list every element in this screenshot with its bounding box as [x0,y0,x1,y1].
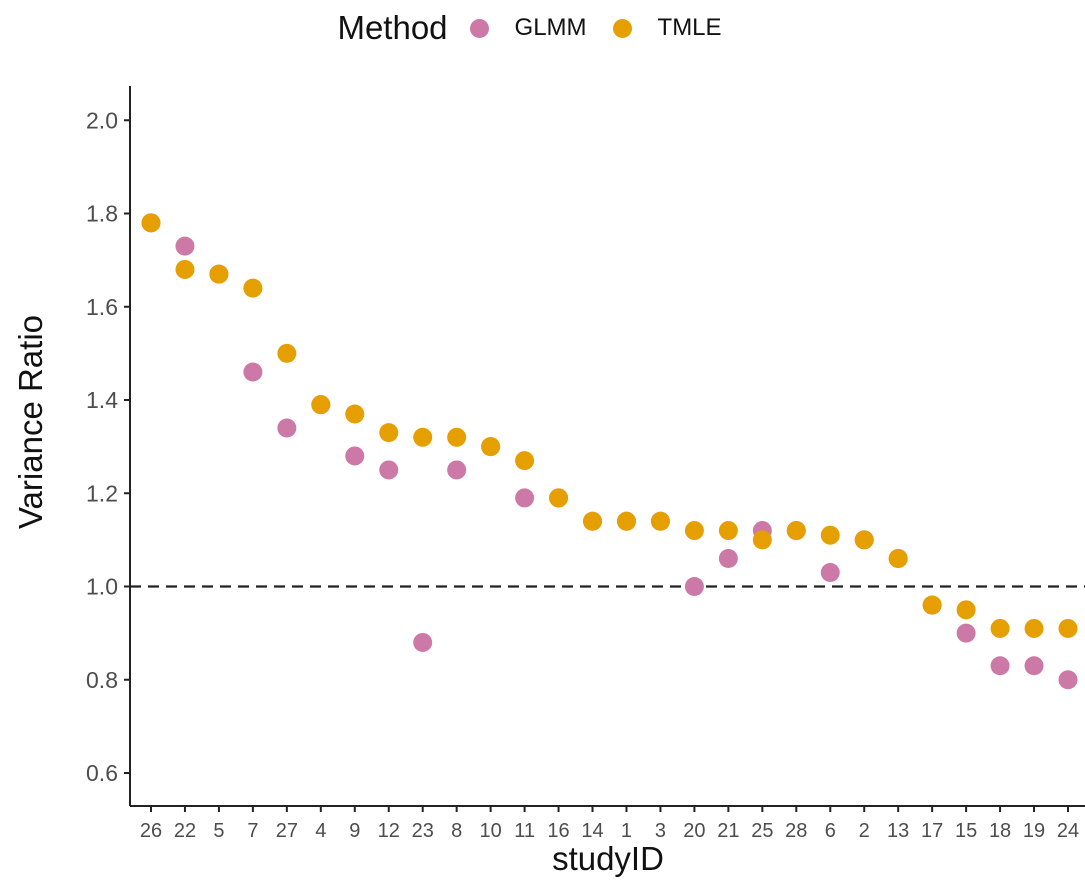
point-glmm [820,563,840,583]
x-axis-ticks: 26 22 5 7 27 4 9 12 23 8 10 11 16 14 1 3 20 21 25 28 6 2 13 17 1… [140,806,1079,842]
point-glmm [175,236,195,256]
x-tick-label: 24 [1057,820,1079,842]
point-tmle [956,600,976,620]
point-tmle [277,343,297,363]
point-glmm [243,362,263,382]
point-tmle [447,427,467,447]
point-tmle [922,595,942,615]
point-glmm [345,446,365,466]
y-tick-label: 1.0 [86,574,118,600]
point-tmle [990,618,1010,638]
point-tmle [616,511,636,531]
point-glmm [277,418,297,438]
legend: Method GLMM TMLE [0,6,1085,50]
point-glmm [413,632,433,652]
point-tmle [481,437,501,457]
point-glmm [684,577,704,596]
legend-label-glmm: GLMM [514,14,587,41]
x-tick-label: 17 [921,820,943,842]
point-glmm [990,656,1010,676]
y-axis-title: Variance Ratio [12,315,49,529]
point-glmm [718,549,738,569]
legend-item-tmle: TMLE [612,14,722,42]
x-tick-label: 2 [859,820,870,842]
y-tick-label: 1.2 [86,480,118,506]
legend-label-tmle: TMLE [657,14,722,41]
x-tick-label: 27 [276,820,298,842]
point-tmle [786,521,806,541]
x-tick-label: 14 [581,820,603,842]
x-tick-label: 7 [247,820,258,842]
x-tick-label: 12 [378,820,400,842]
point-tmle [650,511,670,531]
x-tick-label: 10 [480,820,502,842]
x-tick-label: 11 [514,820,535,842]
y-tick-label: 1.4 [86,387,118,413]
y-tick-label: 2.0 [86,107,118,133]
point-glmm [1058,670,1078,690]
point-tmle [413,427,433,447]
legend-item-glmm: GLMM [469,14,587,42]
y-axis-ticks: 0.6 0.8 1.0 1.2 1.4 1.6 1.8 2.0 [86,107,130,786]
point-tmle [243,278,263,298]
point-tmle [718,521,738,541]
x-tick-label: 8 [451,820,462,842]
x-tick-label: 28 [785,820,807,842]
x-tick-label: 1 [621,820,632,842]
point-tmle [141,213,161,233]
x-tick-label: 4 [315,820,326,842]
legend-key-tmle [612,18,632,38]
point-tmle [1024,618,1044,638]
x-tick-label: 20 [683,820,705,842]
point-tmle [583,511,603,531]
x-tick-label: 23 [412,820,434,842]
x-tick-label: 26 [140,820,162,842]
point-glmm [1024,656,1044,676]
point-tmle [175,259,195,279]
x-tick-label: 25 [751,820,773,842]
point-tmle [345,404,365,424]
x-tick-label: 6 [825,820,836,842]
y-tick-label: 0.6 [86,760,118,786]
point-tmle [820,525,840,545]
point-tmle [854,530,874,550]
x-tick-label: 3 [655,820,666,842]
point-tmle [311,395,331,415]
point-glmm [515,488,535,508]
x-tick-label: 9 [349,820,360,842]
x-tick-label: 16 [547,820,569,842]
point-glmm [447,460,467,480]
y-tick-label: 0.8 [86,667,118,693]
point-tmle [684,521,704,541]
x-axis-title: studyID [552,840,664,877]
y-tick-label: 1.6 [86,294,118,320]
point-tmle [379,423,399,443]
y-tick-label: 1.8 [86,201,118,227]
x-tick-label: 15 [955,820,977,842]
x-tick-label: 22 [174,820,196,842]
point-tmle [209,264,229,284]
x-tick-label: 18 [989,820,1011,842]
point-tmle [1058,618,1078,638]
point-tmle [549,488,569,508]
point-glmm [379,460,399,480]
x-tick-label: 19 [1023,820,1045,842]
x-tick-label: 21 [717,820,739,842]
legend-title: Method [337,9,448,46]
point-tmle [515,451,535,471]
point-glmm [956,623,976,643]
legend-key-glmm [469,18,489,38]
data-points [141,213,1078,690]
point-tmle [752,530,772,550]
x-tick-label: 13 [887,820,909,842]
x-tick-label: 5 [213,820,224,842]
point-tmle [888,549,908,569]
